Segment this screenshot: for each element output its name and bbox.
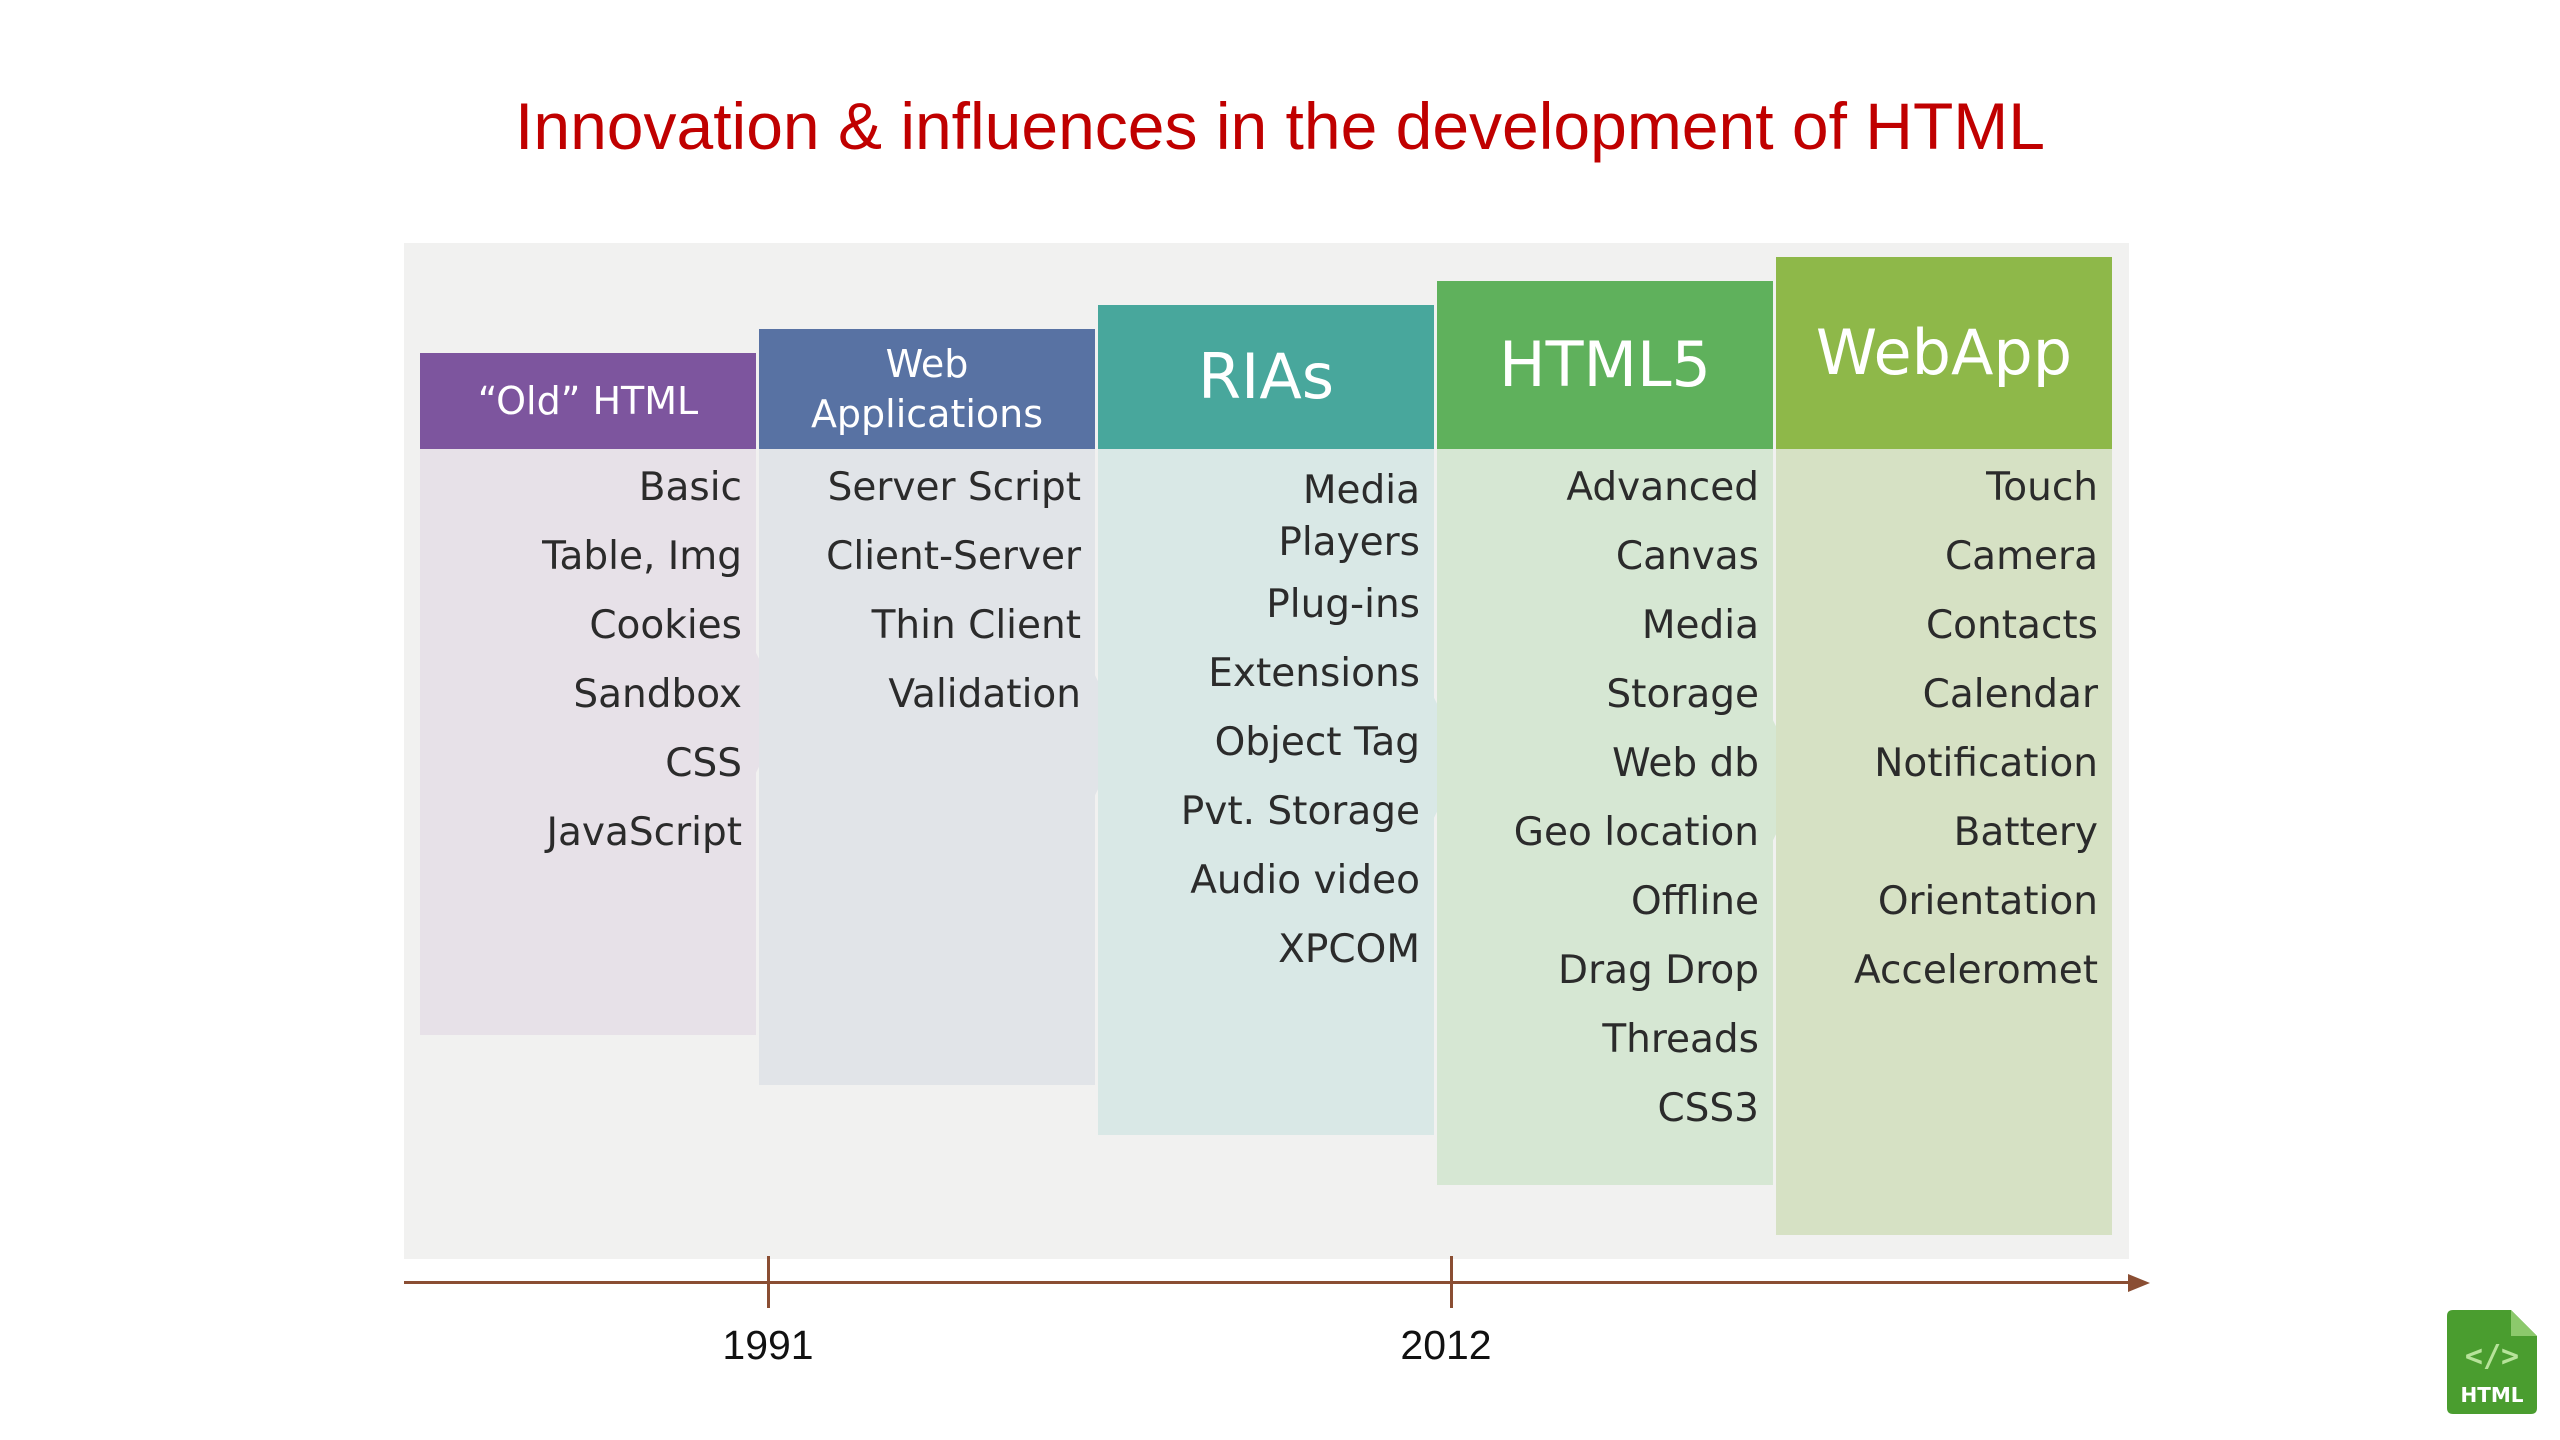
timeline-arrow-icon — [2128, 1274, 2150, 1292]
column-body: Advanced Canvas Media Storage Web db Geo… — [1437, 449, 1773, 1185]
html-file-icon-graphic: </> HTML — [2447, 1310, 2537, 1414]
column-html5: HTML5 Advanced Canvas Media Storage Web … — [1437, 243, 1773, 1185]
list-item: CSS3 — [1657, 1086, 1759, 1131]
column-header-line: RIAs — [1197, 340, 1335, 413]
list-item: Media Players — [1278, 468, 1420, 565]
column-webapp: WebApp Touch Camera Contacts Calendar No… — [1776, 243, 2112, 1235]
list-item: Battery — [1953, 810, 2098, 855]
list-item: Basic — [638, 465, 742, 510]
list-item: XPCOM — [1278, 927, 1420, 973]
list-item: Calendar — [1922, 672, 2098, 717]
list-item: Plug-ins — [1266, 582, 1420, 628]
column-header: WebApp — [1776, 257, 2112, 449]
list-item: Drag Drop — [1558, 948, 1759, 993]
list-item: Offline — [1631, 879, 1759, 924]
list-item: Sandbox — [573, 672, 742, 717]
column-body: Server Script Client-Server Thin Client … — [759, 449, 1095, 1085]
list-item: Orientation — [1877, 879, 2098, 924]
list-item: Notification — [1874, 741, 2098, 786]
column-header-line: “Old” HTML — [477, 379, 699, 423]
column-header-line: WebApp — [1815, 316, 2073, 389]
list-item: Cookies — [589, 603, 742, 648]
list-item: Canvas — [1615, 534, 1759, 579]
timeline-tick — [1450, 1256, 1453, 1308]
column-header-line: Web — [885, 342, 969, 386]
column-body: Media Players Plug-ins Extensions Object… — [1098, 449, 1434, 1135]
list-item: Extensions — [1208, 651, 1420, 697]
diagram-panel: “Old” HTML Basic Table, Img Cookies Sand… — [404, 243, 2129, 1259]
list-item: Object Tag — [1214, 720, 1420, 766]
timeline-label: 1991 — [722, 1322, 814, 1368]
list-item: Acceleromet — [1853, 948, 2098, 993]
column-header-line: HTML5 — [1499, 328, 1711, 401]
column-body: Basic Table, Img Cookies Sandbox CSS Jav… — [420, 449, 756, 1035]
column-header: HTML5 — [1437, 281, 1773, 449]
html-file-icon: </> HTML — [2447, 1310, 2537, 1414]
list-item: Web db — [1612, 741, 1759, 786]
list-item: CSS — [665, 741, 742, 786]
timeline-label: 2012 — [1400, 1322, 1492, 1368]
logo-text: HTML — [2460, 1383, 2523, 1407]
column-old-html: “Old” HTML Basic Table, Img Cookies Sand… — [420, 243, 756, 1035]
list-item: Table, Img — [542, 534, 742, 579]
timeline-tick — [767, 1256, 770, 1308]
column-header: RIAs — [1098, 305, 1434, 449]
list-item: Validation — [888, 672, 1081, 717]
list-item: Geo location — [1513, 810, 1759, 855]
column-web-applications: Web Applications Server Script Client-Se… — [759, 243, 1095, 1085]
list-item: Thin Client — [871, 603, 1081, 648]
list-item: Threads — [1602, 1017, 1759, 1062]
timeline-axis — [404, 1281, 2134, 1284]
svg-text:</>: </> — [2465, 1339, 2519, 1374]
list-item: Camera — [1944, 534, 2098, 579]
column-rias: RIAs Media Players Plug-ins Extensions O… — [1098, 243, 1434, 1135]
column-header: Web Applications — [759, 329, 1095, 449]
list-item: Client-Server — [826, 534, 1081, 579]
list-item: Audio video — [1190, 858, 1420, 904]
column-header-line: Applications — [810, 392, 1044, 436]
list-item: Touch — [1986, 465, 2098, 510]
list-item: Contacts — [1925, 603, 2098, 648]
list-item: Server Script — [827, 465, 1081, 510]
column-body: Touch Camera Contacts Calendar Notificat… — [1776, 449, 2112, 1235]
list-item: JavaScript — [546, 810, 743, 855]
list-item: Advanced — [1566, 465, 1759, 510]
list-item: Pvt. Storage — [1180, 789, 1420, 835]
list-item: Media — [1641, 603, 1759, 648]
slide-title: Innovation & influences in the developme… — [515, 89, 2045, 163]
list-item: Storage — [1606, 672, 1759, 717]
column-header: “Old” HTML — [420, 353, 756, 449]
